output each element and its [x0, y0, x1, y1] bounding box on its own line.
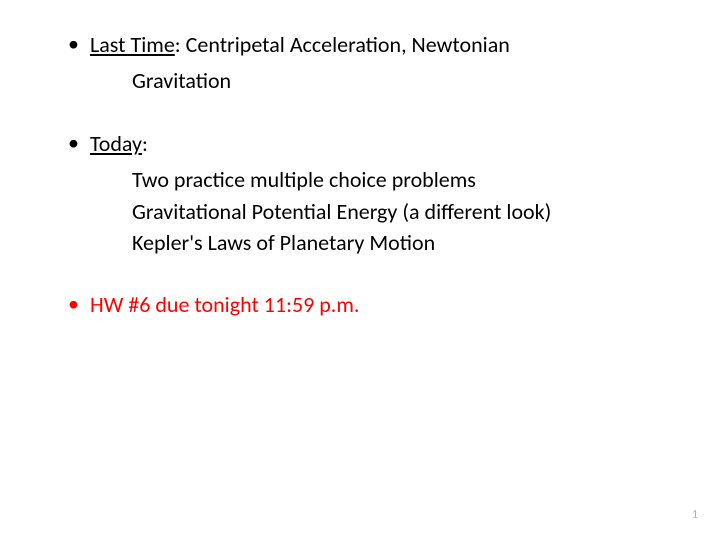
today-item-1: Two practice multiple choice problems [132, 165, 680, 195]
bullet-hw: • HW #6 due tonight 11:59 p.m. [60, 290, 680, 320]
last-time-label: Last Time [90, 31, 175, 58]
bullet-content-last-time: Last Time: Centripetal Acceleration, New… [90, 30, 680, 60]
today-item-3: Kepler's Laws of Planetary Motion [132, 228, 680, 258]
bullet-marker: • [60, 129, 90, 158]
bullet-last-time: • Last Time: Centripetal Acceleration, N… [60, 30, 680, 60]
spacer [60, 97, 680, 129]
page-number: 1 [692, 508, 698, 522]
today-label: Today [90, 130, 142, 157]
last-time-text: Centripetal Acceleration, Newtonian [186, 31, 510, 58]
spacer [60, 260, 680, 290]
bullet-content-today: Today: [90, 129, 680, 159]
bullet-marker: • [60, 290, 90, 319]
hw-text: HW #6 due tonight 11:59 p.m. [90, 290, 680, 320]
last-time-continuation: Gravitation [132, 66, 680, 96]
bullet-marker: • [60, 30, 90, 59]
today-item-2: Gravitational Potential Energy (a differ… [132, 197, 680, 227]
last-time-colon: : [175, 31, 186, 58]
today-colon: : [142, 130, 148, 157]
bullet-today: • Today: [60, 129, 680, 159]
